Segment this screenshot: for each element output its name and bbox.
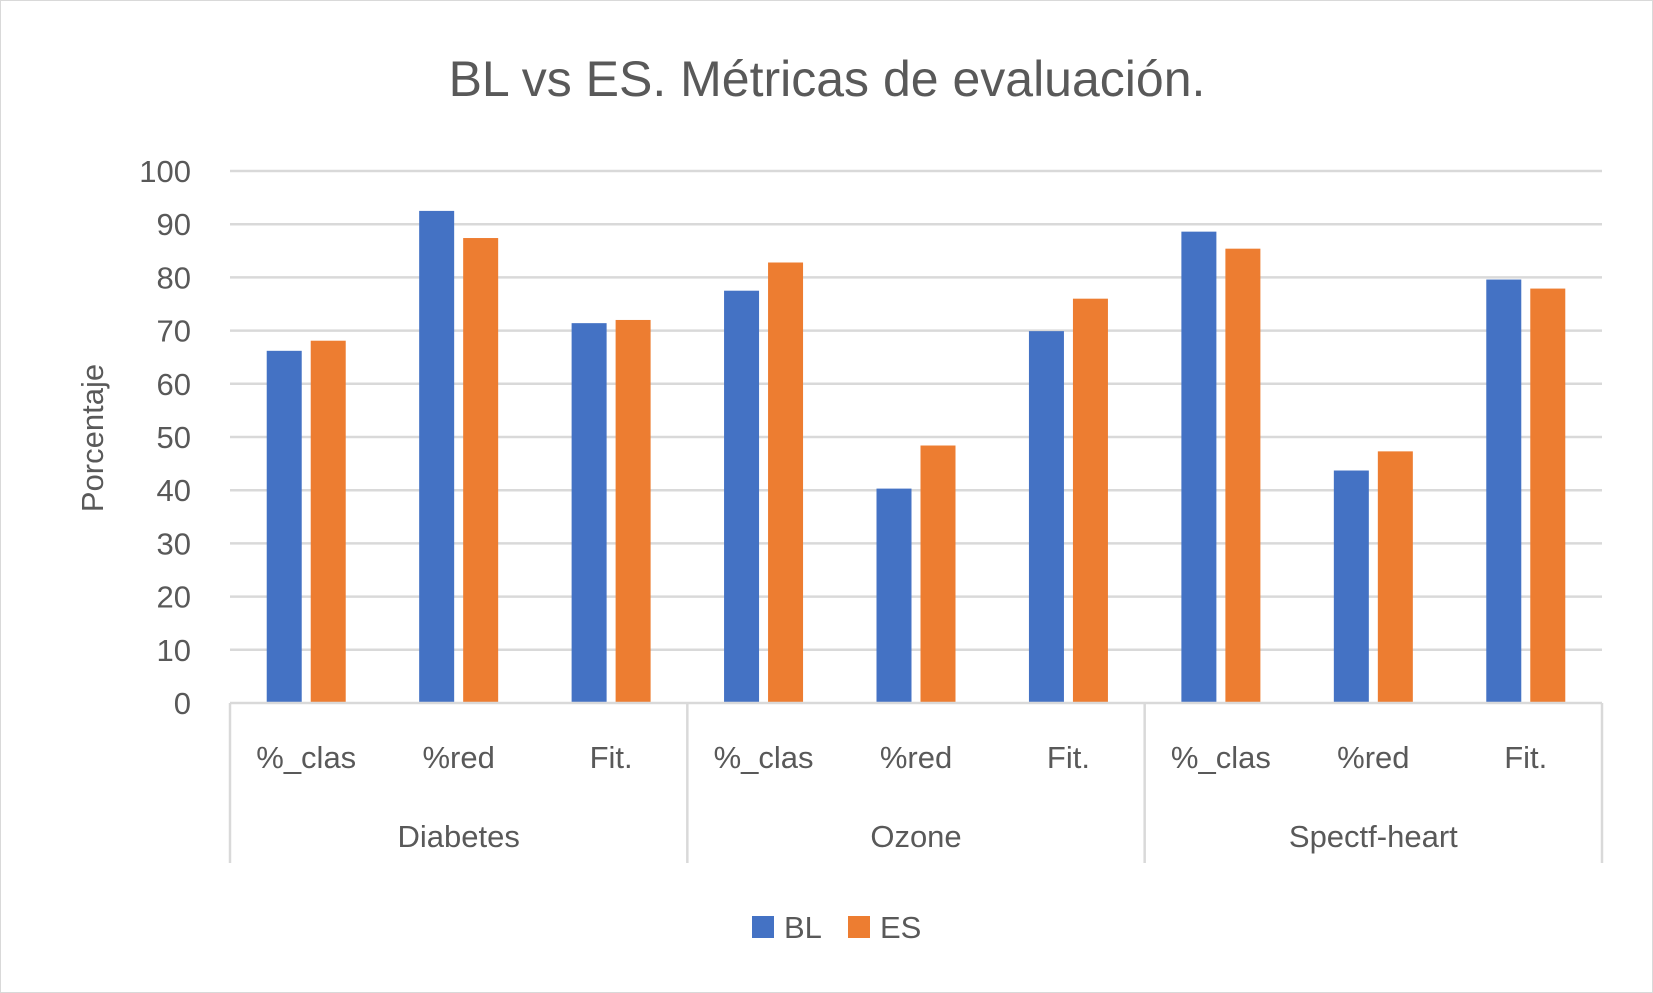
y-tick-label: 70 [157,314,191,349]
bar-es-3 [768,262,804,703]
y-tick-label: 40 [157,473,191,508]
x-category-label: %red [880,740,952,775]
bar-es-1 [463,238,499,704]
legend-label-es: ES [880,910,921,945]
chart-title: BL vs ES. Métricas de evaluación. [449,51,1206,107]
y-axis-ticks: 0 10 20 30 40 50 60 70 80 90 100 [139,154,191,721]
bar-es-0 [310,340,346,703]
y-tick-label: 0 [174,686,191,721]
bar-bl-0 [266,350,302,703]
y-tick-label: 100 [139,154,191,189]
bar-bl-6 [1181,231,1217,703]
bar-bl-3 [724,290,760,703]
y-tick-label: 20 [157,580,191,615]
bar-es-4 [920,445,956,703]
bar-bl-8 [1486,279,1522,703]
x-group-label: Diabetes [397,819,519,854]
x-group-label: Ozone [870,819,961,854]
y-tick-label: 50 [157,420,191,455]
x-axis: %_clas %red Fit. %_clas %red Fit. %_clas %red Fi… [228,701,1604,863]
y-axis-title: Porcentaje [75,364,110,512]
bar-bl-4 [876,488,912,703]
y-tick-label: 80 [157,260,191,295]
bar-es-6 [1225,248,1261,703]
x-category-label: %red [422,740,494,775]
x-category-label: %_clas [714,740,814,775]
y-tick-label: 30 [157,526,191,561]
y-tick-label: 10 [157,633,191,668]
bar-es-7 [1377,451,1413,703]
x-category-label: %red [1337,740,1409,775]
x-category-label: %_clas [256,740,356,775]
y-tick-label: 90 [157,207,191,242]
legend-swatch-es [848,916,870,938]
legend-swatch-bl [752,916,774,938]
x-category-label: Fit. [590,740,633,775]
bar-es-2 [615,319,651,703]
x-category-label: %_clas [1171,740,1271,775]
x-category-label: Fit. [1504,740,1547,775]
y-tick-label: 60 [157,367,191,402]
legend-label-bl: BL [784,910,822,945]
gridlines [230,169,1602,652]
bar-es-5 [1072,298,1108,703]
bar-bl-1 [419,210,455,703]
legend: BL ES [752,910,921,945]
x-category-label: Fit. [1047,740,1090,775]
bar-es-8 [1530,288,1566,703]
bar-bl-2 [571,323,607,703]
bar-bl-5 [1028,331,1064,703]
bars [266,210,1566,704]
bar-bl-7 [1333,470,1369,703]
x-group-label: Spectf-heart [1289,819,1458,854]
